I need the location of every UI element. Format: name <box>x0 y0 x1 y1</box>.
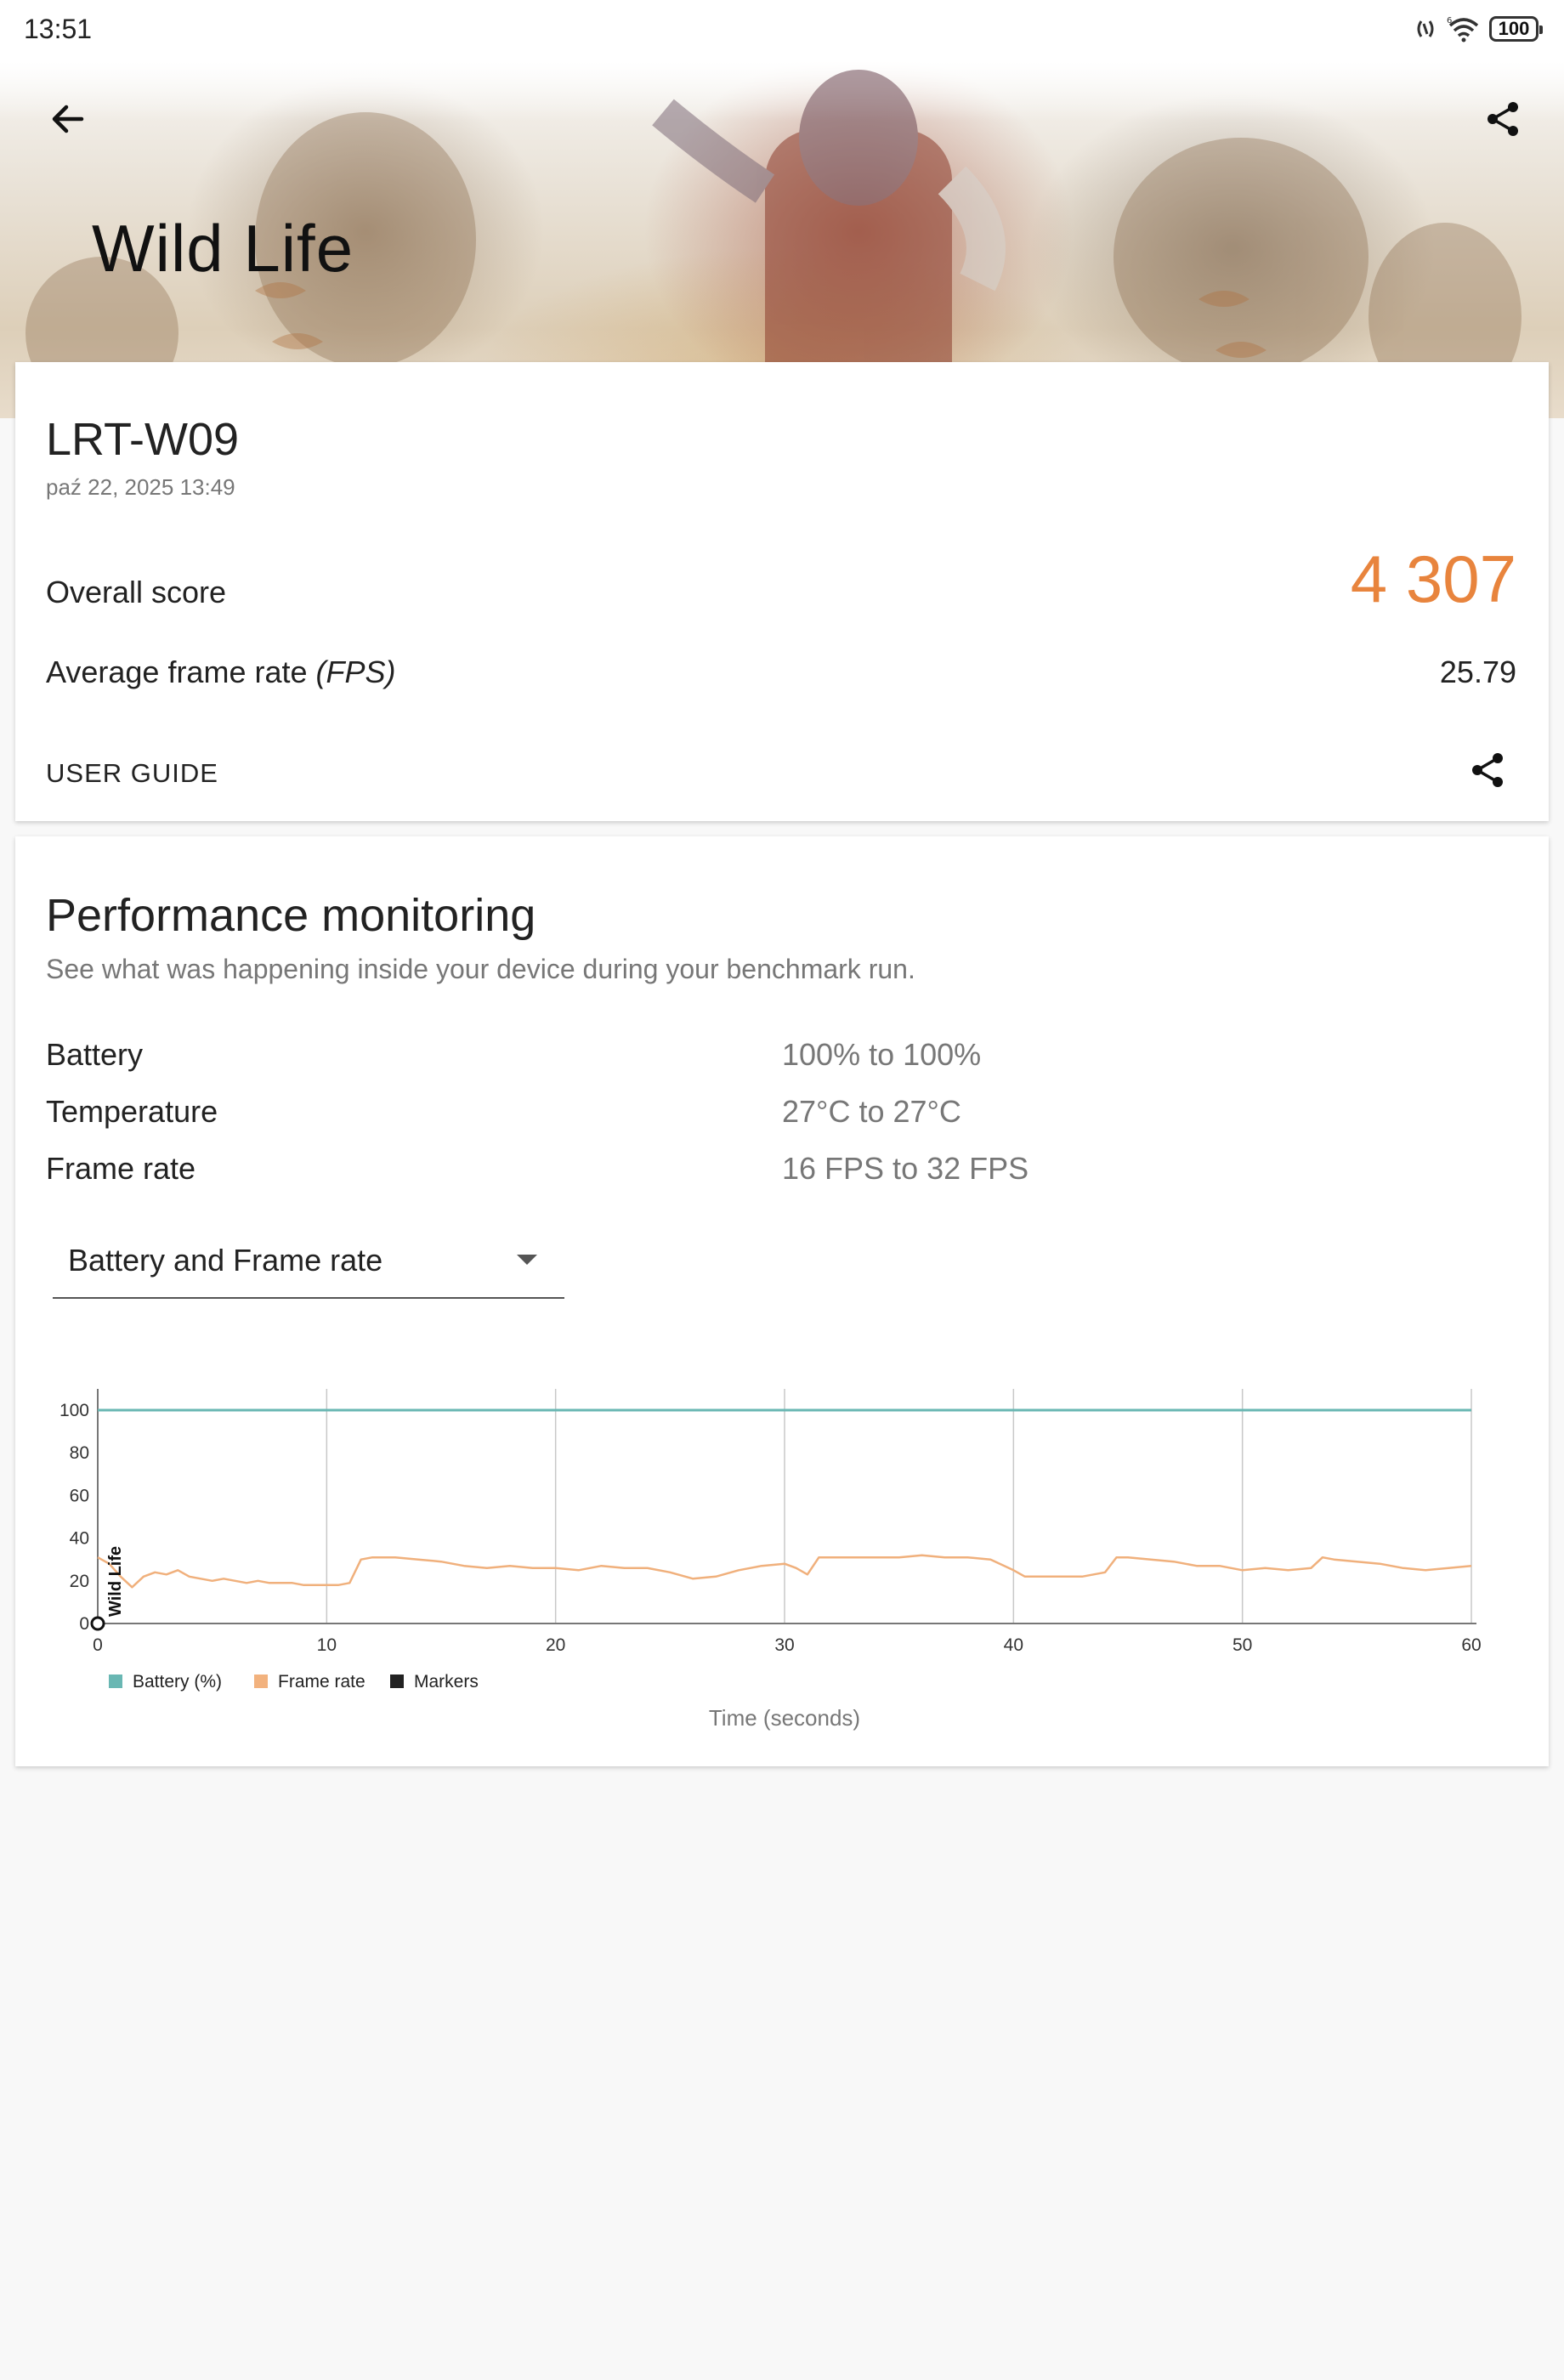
dropdown-selected-value: Battery and Frame rate <box>68 1243 383 1278</box>
battery-icon: 100 <box>1489 16 1543 42</box>
frame-rate-series-line <box>97 1554 1472 1589</box>
hero-fade <box>0 61 1564 121</box>
status-icons: 6 100 <box>1413 15 1543 42</box>
run-date: paź 22, 2025 13:49 <box>46 474 235 500</box>
stat-battery-label: Battery <box>46 1037 144 1072</box>
battery-level: 100 <box>1498 18 1530 39</box>
legend-swatch <box>109 1674 122 1688</box>
x-tick-label: 10 <box>317 1635 337 1655</box>
wifi-6-icon: 6 <box>1447 16 1479 42</box>
y-tick-label: 100 <box>60 1401 89 1420</box>
marker-point <box>90 1616 105 1631</box>
average-fps-label-text: Average frame rate <box>46 654 316 689</box>
score-card: LRT-W09 paź 22, 2025 13:49 Overall score… <box>15 362 1549 821</box>
nfc-icon <box>1417 20 1434 37</box>
y-tick-label: 60 <box>70 1486 89 1505</box>
x-tick-label: 50 <box>1232 1635 1252 1655</box>
x-tick-label: 0 <box>93 1635 103 1655</box>
x-tick-label: 20 <box>546 1635 565 1655</box>
page-title: Wild Life <box>92 211 354 286</box>
average-fps-value: 25.79 <box>1439 654 1516 689</box>
user-guide-button[interactable]: USER GUIDE <box>46 758 218 788</box>
y-tick-label: 20 <box>70 1572 89 1591</box>
device-name: LRT-W09 <box>46 414 240 465</box>
legend-label: Frame rate <box>278 1672 366 1692</box>
share-icon <box>1488 102 1518 136</box>
legend-label: Battery (%) <box>133 1672 222 1692</box>
performance-card: Performance monitoring See what was happ… <box>15 836 1549 1766</box>
result-share-button[interactable] <box>1464 746 1511 794</box>
header-share-button[interactable] <box>1479 95 1527 143</box>
stat-battery-value: 100% to 100% <box>782 1037 982 1072</box>
performance-subtitle: See what was happening inside your devic… <box>46 954 915 984</box>
svg-text:6: 6 <box>1447 16 1452 26</box>
arrow-left-icon <box>52 105 84 133</box>
x-axis-title: Time (seconds) <box>709 1705 860 1731</box>
legend-label: Markers <box>414 1672 479 1692</box>
status-time: 13:51 <box>24 14 93 44</box>
legend-swatch <box>390 1674 404 1688</box>
y-tick-label: 0 <box>79 1614 89 1634</box>
y-tick-label: 80 <box>70 1443 89 1463</box>
back-button[interactable] <box>44 95 92 143</box>
stat-temperature-value: 27°C to 27°C <box>782 1094 961 1129</box>
share-icon <box>1472 753 1503 787</box>
marker-label: Wild Life <box>106 1546 125 1617</box>
stat-temperature-label: Temperature <box>46 1094 218 1129</box>
status-bar: 13:51 6 100 <box>0 0 1564 61</box>
average-fps-unit: (FPS) <box>315 654 396 689</box>
performance-chart: 0 10 20 30 40 50 60 0 20 40 60 80 100 Wild Life Batter… <box>60 1389 1482 1731</box>
performance-title: Performance monitoring <box>46 890 536 941</box>
caret-down-icon <box>517 1255 537 1265</box>
x-tick-label: 30 <box>774 1635 794 1655</box>
x-tick-label: 40 <box>1004 1635 1023 1655</box>
stat-framerate-label: Frame rate <box>46 1151 196 1186</box>
average-fps-label: Average frame rate (FPS) <box>46 654 396 690</box>
chart-type-dropdown[interactable]: Battery and Frame rate <box>53 1236 564 1299</box>
legend-swatch <box>254 1674 268 1688</box>
stat-framerate-value: 16 FPS to 32 FPS <box>782 1151 1029 1186</box>
x-tick-label: 60 <box>1461 1635 1481 1655</box>
overall-score-value: 4 307 <box>1350 541 1516 616</box>
y-tick-label: 40 <box>70 1529 89 1549</box>
overall-score-label: Overall score <box>46 575 227 609</box>
